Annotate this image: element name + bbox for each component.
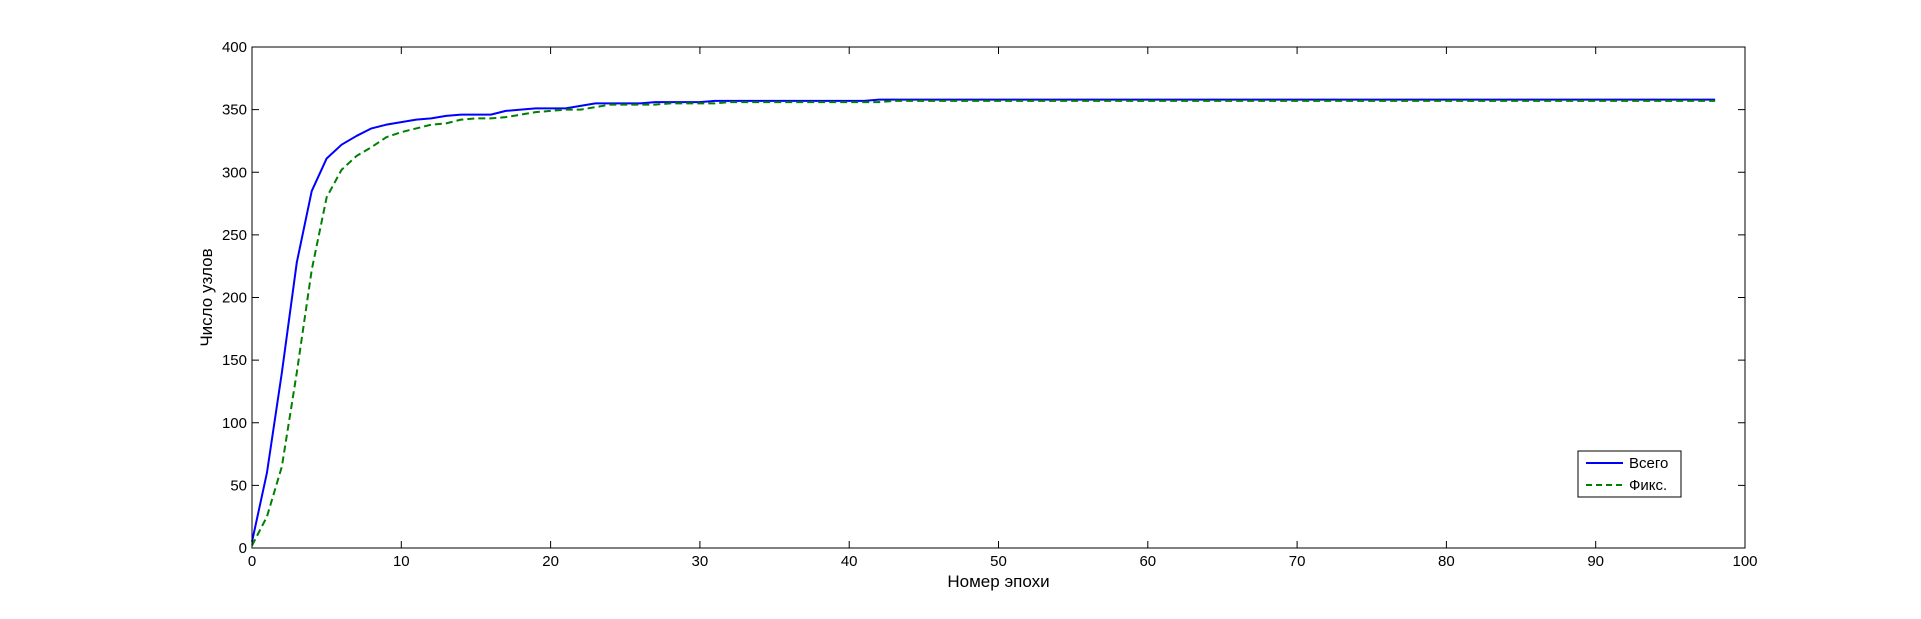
x-tick-label-0: 0 bbox=[248, 553, 256, 570]
y-tick-label-200: 200 bbox=[222, 290, 247, 307]
tick-label-layer: 0 10 20 30 40 50 60 70 80 90 100 0 50 100 150 200 250 300… bbox=[222, 39, 1758, 570]
y-tick-label-0: 0 bbox=[239, 540, 247, 557]
y-tick-label-100: 100 bbox=[222, 415, 247, 432]
plot-area bbox=[252, 47, 1745, 548]
x-tick-label-90: 90 bbox=[1587, 553, 1604, 570]
legend: Всего Фикс. bbox=[1577, 450, 1682, 498]
y-tick-label-250: 250 bbox=[222, 227, 247, 244]
y-tick-label-350: 350 bbox=[222, 102, 247, 119]
x-tick-label-50: 50 bbox=[990, 553, 1007, 570]
x-tick-label-70: 70 bbox=[1289, 553, 1306, 570]
series-line-vsego bbox=[251, 98, 1716, 542]
legend-box bbox=[1577, 450, 1682, 498]
x-tick-label-60: 60 bbox=[1139, 553, 1156, 570]
series-line-fiks bbox=[251, 99, 1716, 546]
x-tick-label-40: 40 bbox=[841, 553, 858, 570]
x-tick-label-20: 20 bbox=[542, 553, 559, 570]
y-axis-label: Число узлов bbox=[197, 248, 216, 346]
x-tick-label-30: 30 bbox=[692, 553, 709, 570]
x-tick-label-100: 100 bbox=[1732, 553, 1757, 570]
y-tick-label-50: 50 bbox=[230, 477, 247, 494]
legend-label-fiks: Фикс. bbox=[1629, 477, 1667, 494]
x-tick-label-80: 80 bbox=[1438, 553, 1455, 570]
y-tick-label-300: 300 bbox=[222, 164, 247, 181]
series-layer bbox=[251, 98, 1716, 546]
tick-layer bbox=[251, 46, 1746, 549]
legend-label-vsego: Всего bbox=[1629, 455, 1668, 472]
x-axis-label: Номер эпохи bbox=[947, 572, 1049, 591]
y-tick-label-150: 150 bbox=[222, 352, 247, 369]
y-tick-label-400: 400 bbox=[222, 39, 247, 56]
x-tick-label-10: 10 bbox=[393, 553, 410, 570]
